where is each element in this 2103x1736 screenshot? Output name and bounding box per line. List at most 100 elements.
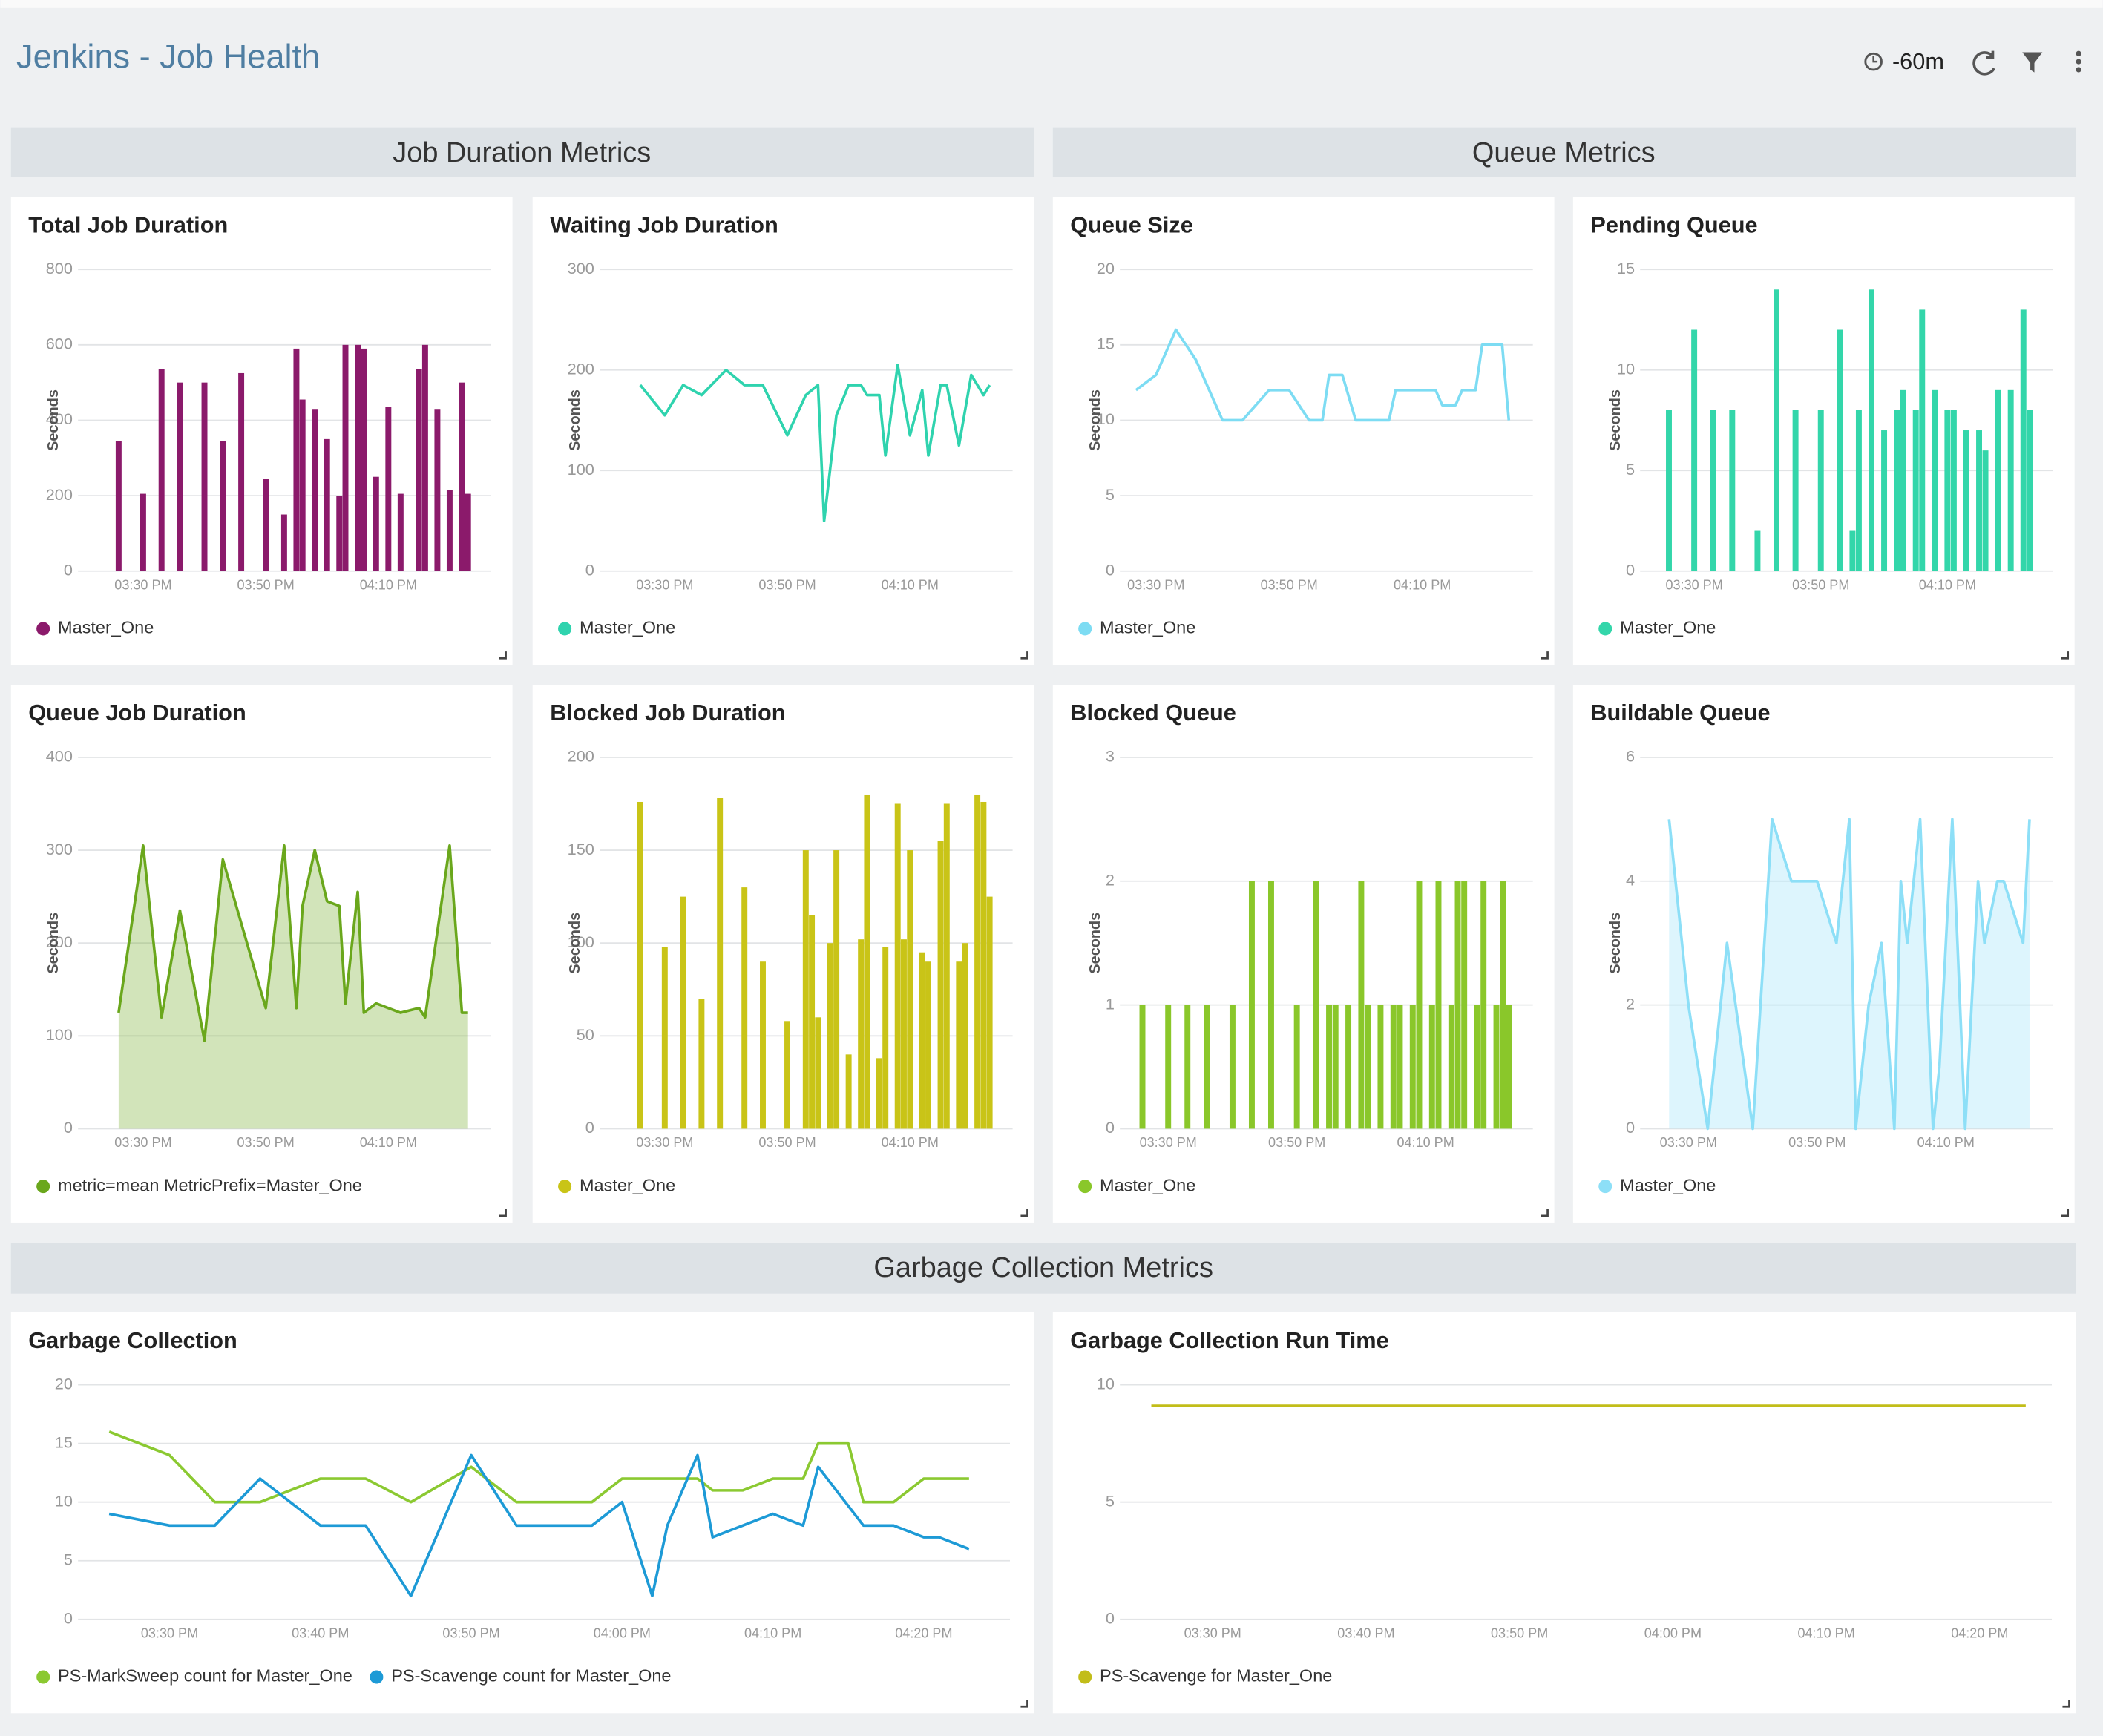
y-tick-label: 0	[64, 1118, 73, 1137]
bar	[858, 939, 865, 1129]
chart-title: Queue Job Duration	[28, 700, 246, 726]
x-tick-label: 03:50 PM	[1788, 1135, 1846, 1150]
legend-marker	[36, 622, 50, 636]
legend-label: metric=mean MetricPrefix=Master_One	[58, 1175, 362, 1194]
panel: Waiting Job Duration 0 100 200 300 03:30 PM 03…	[532, 197, 1034, 665]
bar	[845, 1054, 852, 1129]
panel-background	[1052, 197, 1555, 665]
bar	[760, 961, 766, 1129]
panel: Garbage Collection 0 5 10 15 20 03:30 PM 03:40 …	[10, 1312, 1034, 1714]
time-range: -60m	[1892, 48, 1944, 74]
bar	[809, 915, 816, 1129]
x-tick-label: 04:00 PM	[1644, 1625, 1702, 1640]
legend-marker	[558, 1180, 572, 1194]
x-tick-label: 03:30 PM	[1184, 1625, 1241, 1640]
clock-icon	[1864, 52, 1883, 71]
y-tick-label: 800	[46, 259, 73, 277]
bar	[802, 850, 809, 1129]
menu-icon[interactable]	[2076, 50, 2081, 73]
bar	[1944, 410, 1951, 571]
legend-marker	[1598, 622, 1612, 636]
section-title: Garbage Collection Metrics	[873, 1252, 1213, 1283]
x-tick-label: 03:50 PM	[237, 577, 295, 592]
y-tick-label: 300	[568, 259, 594, 277]
x-tick-label: 03:50 PM	[1261, 577, 1318, 592]
y-tick-label: 0	[585, 1118, 594, 1137]
bar	[361, 348, 367, 571]
bar	[833, 850, 840, 1129]
resize-handle	[499, 1209, 507, 1217]
top-strip	[0, 0, 2103, 8]
bar	[661, 947, 668, 1129]
y-tick-label: 20	[1097, 259, 1115, 277]
bar	[201, 382, 208, 571]
y-tick-label: 2	[1626, 994, 1635, 1013]
y-tick-label: 400	[46, 410, 73, 428]
legend-marker	[1078, 1180, 1092, 1194]
x-tick-label: 03:50 PM	[758, 1135, 816, 1150]
bar	[1435, 881, 1442, 1129]
resize-handle	[1020, 651, 1028, 660]
resize-handle	[1020, 1209, 1028, 1217]
bar	[1345, 1005, 1352, 1129]
bar	[956, 961, 962, 1129]
bar	[919, 952, 925, 1129]
bar	[177, 382, 183, 571]
bar	[1506, 1005, 1512, 1129]
legend-marker	[1078, 1670, 1092, 1684]
bar	[2007, 389, 2014, 571]
bar	[1313, 881, 1319, 1129]
x-tick-label: 03:50 PM	[1491, 1625, 1548, 1640]
bar	[882, 947, 889, 1129]
line	[108, 1453, 970, 1597]
legend-label: PS-Scavenge count for Master_One	[391, 1666, 671, 1686]
bar	[1976, 430, 1982, 571]
bar	[140, 493, 146, 571]
bar	[1894, 410, 1900, 571]
resize-handle	[499, 651, 507, 660]
bar	[907, 850, 913, 1129]
x-tick-label: 04:10 PM	[1797, 1625, 1854, 1640]
y-tick-label: 100	[46, 1025, 73, 1044]
panel-background	[10, 685, 513, 1223]
legend-marker	[1078, 622, 1092, 636]
y-tick-label: 200	[46, 485, 73, 504]
section-header	[10, 127, 1034, 177]
bar	[1448, 1005, 1454, 1129]
bar	[446, 490, 453, 571]
x-tick-label: 03:50 PM	[442, 1625, 499, 1640]
x-tick-label: 03:50 PM	[1268, 1135, 1325, 1150]
y-tick-label: 10	[1097, 410, 1115, 428]
bar	[1869, 289, 1874, 571]
bar	[1390, 1005, 1397, 1129]
chart-title: Blocked Queue	[1070, 700, 1236, 726]
filter-icon[interactable]	[2022, 52, 2043, 73]
bar	[1358, 881, 1365, 1129]
bar	[2020, 309, 2027, 571]
y-tick-label: 0	[1626, 560, 1635, 579]
bar	[1229, 1005, 1236, 1129]
bar	[864, 794, 870, 1129]
resize-handle	[1541, 651, 1549, 660]
bar	[115, 441, 122, 571]
y-axis-label: Seconds	[45, 389, 62, 451]
chart-title: Total Job Duration	[28, 211, 228, 237]
bar	[980, 801, 987, 1129]
line	[108, 1430, 969, 1504]
bar	[416, 369, 422, 571]
x-tick-label: 03:40 PM	[1337, 1625, 1394, 1640]
y-tick-label: 400	[46, 747, 73, 766]
y-tick-label: 5	[1106, 485, 1115, 504]
refresh-icon[interactable]	[1972, 50, 1995, 76]
time-range-button[interactable]: -60m	[1864, 48, 1944, 74]
bar	[637, 801, 643, 1129]
x-tick-label: 04:10 PM	[882, 577, 939, 592]
resize-handle	[2061, 1209, 2070, 1217]
bar	[962, 943, 968, 1129]
bar	[1710, 410, 1716, 571]
section-title: Job Duration Metrics	[393, 137, 651, 168]
bar	[1326, 1005, 1333, 1129]
x-tick-label: 03:50 PM	[237, 1135, 295, 1150]
x-tick-label: 04:10 PM	[882, 1135, 939, 1150]
line	[117, 844, 468, 1042]
